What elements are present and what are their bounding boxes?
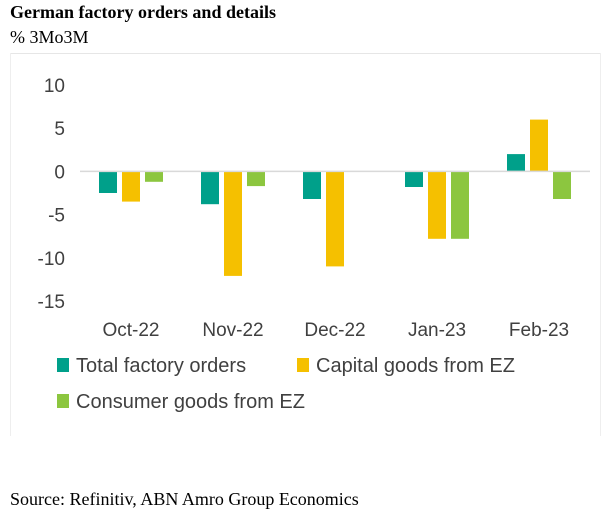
bar xyxy=(428,171,446,239)
x-category-label: Dec-22 xyxy=(304,320,365,341)
bar xyxy=(405,171,423,187)
chart-title: German factory orders and details xyxy=(10,2,276,22)
x-category-label: Jan-23 xyxy=(408,320,466,341)
bar xyxy=(451,171,469,239)
legend-label: Consumer goods from EZ xyxy=(76,391,305,413)
source-note: Source: Refinitiv, ABN Amro Group Econom… xyxy=(10,489,359,509)
bar xyxy=(507,154,525,172)
legend-label: Capital goods from EZ xyxy=(316,355,515,377)
bar xyxy=(303,171,321,199)
chart-panel: 10 5 0 -5 -10 -15 Oct-22 Nov-22 Dec-22 Jan-23 Feb-… xyxy=(10,53,601,436)
bar xyxy=(326,171,344,267)
bar xyxy=(201,171,219,205)
bar xyxy=(553,171,571,199)
x-category-label: Nov-22 xyxy=(202,320,263,341)
y-tick-label: -5 xyxy=(48,206,65,227)
bar xyxy=(224,171,242,276)
bar xyxy=(145,171,163,182)
panel-border-top xyxy=(10,53,601,54)
legend-swatch xyxy=(57,358,69,372)
legend-swatch xyxy=(57,394,69,408)
legend-swatch xyxy=(297,358,309,372)
y-tick-label: -10 xyxy=(38,249,65,270)
panel-border-left xyxy=(10,53,11,436)
x-category-label: Feb-23 xyxy=(509,320,569,341)
y-tick-label: 0 xyxy=(54,162,65,183)
x-category-label: Oct-22 xyxy=(102,320,159,341)
y-tick-label: 10 xyxy=(44,76,65,97)
panel-border-right xyxy=(600,53,601,436)
bar-chart: 10 5 0 -5 -10 -15 Oct-22 Nov-22 Dec-22 Jan-23 Feb-… xyxy=(38,76,590,413)
y-tick-label: -15 xyxy=(38,292,65,313)
chart-subtitle: % 3Mo3M xyxy=(10,27,89,47)
bar xyxy=(247,171,265,187)
bar xyxy=(530,119,548,172)
bar xyxy=(99,171,117,193)
legend-label: Total factory orders xyxy=(76,355,246,377)
bar xyxy=(122,171,140,202)
y-tick-label: 5 xyxy=(54,119,65,140)
